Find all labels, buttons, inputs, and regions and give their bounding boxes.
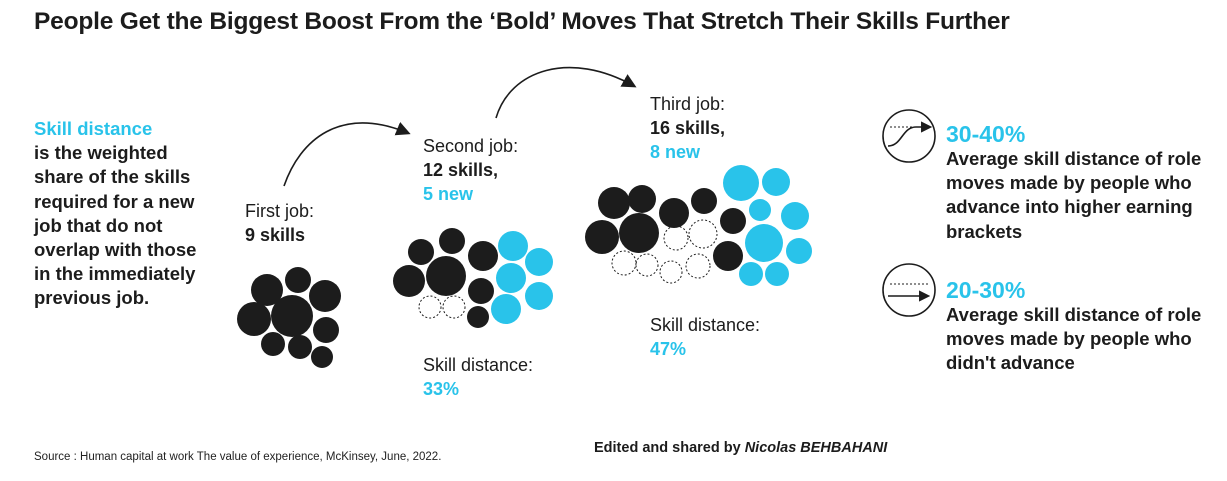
known-skill-circle bbox=[408, 239, 434, 265]
new-skill-circle bbox=[496, 263, 526, 293]
new-skill-circle bbox=[525, 282, 553, 310]
new-skill-circle bbox=[498, 231, 528, 261]
third-job-distance: Skill distance: 47% bbox=[650, 313, 760, 361]
source-note: Source : Human capital at work The value… bbox=[34, 451, 442, 463]
first-job-skill-cluster bbox=[237, 267, 341, 368]
arrow-first-to-second bbox=[283, 121, 411, 187]
arrow-second-to-third bbox=[495, 66, 637, 119]
known-skill-circle bbox=[598, 187, 630, 219]
new-skill-circle bbox=[765, 262, 789, 286]
second-job-skill-cluster bbox=[393, 228, 553, 328]
new-skill-circle bbox=[525, 248, 553, 276]
new-skill-circle bbox=[786, 238, 812, 264]
edited-credit: Edited and shared by Nicolas BEHBAHANI bbox=[594, 440, 887, 456]
third-job-new: 8 new bbox=[650, 142, 701, 162]
known-skill-circle bbox=[285, 267, 311, 293]
new-skill-circle bbox=[739, 262, 763, 286]
new-skill-circle bbox=[491, 294, 521, 324]
third-job-skill-cluster bbox=[585, 165, 812, 286]
dropped-skill-circle bbox=[659, 260, 683, 284]
skill-distance-definition: Skill distance is the weighted share of … bbox=[34, 117, 204, 311]
known-skill-circle bbox=[720, 208, 746, 234]
dropped-skill-circle bbox=[418, 295, 442, 319]
known-skill-circle bbox=[313, 317, 339, 343]
stat-not-advanced: 20-30% Average skill distance of role mo… bbox=[946, 277, 1206, 376]
known-skill-circle bbox=[585, 220, 619, 254]
flat-arrow-icon bbox=[882, 263, 936, 317]
first-job-heading: First job: bbox=[245, 201, 315, 221]
known-skill-circle bbox=[237, 302, 271, 336]
new-skill-circle bbox=[723, 165, 759, 201]
edited-author: Nicolas BEHBAHANI bbox=[744, 440, 888, 456]
stat-advanced-text: Average skill distance of role moves mad… bbox=[946, 148, 1202, 242]
definition-text: is the weighted share of the skills requ… bbox=[34, 142, 197, 309]
first-job-label: First job: 9 skills bbox=[245, 199, 314, 247]
dropped-skill-circle bbox=[685, 253, 711, 279]
edited-prefix: Edited and shared by bbox=[594, 440, 741, 456]
known-skill-circle bbox=[619, 213, 659, 253]
known-skill-circle bbox=[468, 278, 494, 304]
new-skill-circle bbox=[781, 202, 809, 230]
second-job-heading: Second job: bbox=[423, 136, 519, 156]
known-skill-circle bbox=[393, 265, 425, 297]
known-skill-circle bbox=[288, 335, 312, 359]
known-skill-circle bbox=[439, 228, 465, 254]
third-job-heading: Third job: bbox=[650, 94, 726, 114]
definition-term: Skill distance bbox=[34, 118, 153, 139]
third-job-distance-label: Skill distance: bbox=[650, 315, 761, 335]
third-job-label: Third job: 16 skills, 8 new bbox=[650, 92, 725, 164]
stat-not-advanced-text: Average skill distance of role moves mad… bbox=[946, 304, 1202, 374]
second-job-distance-label: Skill distance: bbox=[423, 355, 534, 375]
second-job-label: Second job: 12 skills, 5 new bbox=[423, 134, 518, 206]
known-skill-circle bbox=[271, 295, 313, 337]
dropped-skill-circle bbox=[635, 253, 659, 277]
second-job-new: 5 new bbox=[423, 184, 474, 204]
dropped-skill-circle bbox=[442, 295, 466, 319]
known-skill-circle bbox=[628, 185, 656, 213]
first-job-skills: 9 skills bbox=[245, 225, 306, 245]
dropped-skill-circle bbox=[611, 250, 637, 276]
third-job-distance-value: 47% bbox=[650, 339, 687, 359]
second-job-distance-value: 33% bbox=[423, 379, 460, 399]
new-skill-circle bbox=[749, 199, 771, 221]
dropped-skill-circle bbox=[688, 219, 718, 249]
known-skill-circle bbox=[468, 241, 498, 271]
stat-advanced: 30-40% Average skill distance of role mo… bbox=[946, 121, 1206, 244]
known-skill-circle bbox=[426, 256, 466, 296]
new-skill-circle bbox=[745, 224, 783, 262]
page-title: People Get the Biggest Boost From the ‘B… bbox=[34, 8, 1010, 35]
known-skill-circle bbox=[261, 332, 285, 356]
known-skill-circle bbox=[467, 306, 489, 328]
known-skill-circle bbox=[659, 198, 689, 228]
known-skill-circle bbox=[713, 241, 743, 271]
known-skill-circle bbox=[691, 188, 717, 214]
new-skill-circle bbox=[762, 168, 790, 196]
known-skill-circle bbox=[251, 274, 283, 306]
dropped-skill-circle bbox=[663, 225, 689, 251]
third-job-skills: 16 skills, bbox=[650, 118, 726, 138]
s-curve-arrow-icon bbox=[882, 109, 936, 163]
stat-not-advanced-value: 20-30% bbox=[946, 277, 1026, 303]
stat-advanced-value: 30-40% bbox=[946, 121, 1026, 147]
known-skill-circle bbox=[309, 280, 341, 312]
second-job-skills: 12 skills, bbox=[423, 160, 499, 180]
known-skill-circle bbox=[311, 346, 333, 368]
second-job-distance: Skill distance: 33% bbox=[423, 353, 533, 401]
